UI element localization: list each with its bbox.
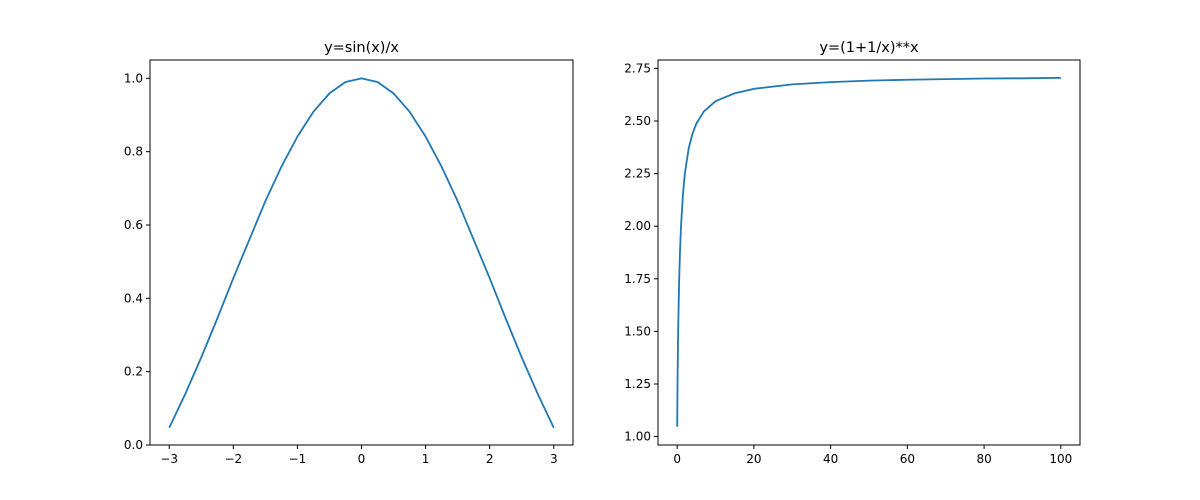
y-tick-label: 1.00	[624, 430, 651, 444]
x-tick-label: 40	[823, 452, 838, 466]
y-tick-label: 2.25	[624, 167, 651, 181]
x-tick-label: 0	[673, 452, 681, 466]
plot-area	[657, 59, 1081, 446]
x-tick-label: −1	[289, 452, 307, 466]
y-tick-label: 0.4	[124, 291, 143, 305]
x-axis: −3 −2 −1 0 1 2 3	[160, 445, 558, 466]
y-tick-label: 2.50	[624, 114, 651, 128]
x-tick-label: 2	[486, 452, 494, 466]
y-axis: 1.00 1.25 1.50 1.75 2.00 2.25 2.50 2.75	[624, 61, 658, 444]
x-tick-label: 80	[976, 452, 991, 466]
y-tick-label: 1.0	[124, 71, 143, 85]
x-tick-label: 100	[1049, 452, 1072, 466]
subplot-compound: y=(1+1/x)**x 0 20 40 60 80 100 1.001.251.501.…	[624, 40, 1081, 466]
y-tick-label: 0.2	[124, 365, 143, 379]
y-tick-label: 1.75	[624, 272, 651, 286]
x-tick-label: 3	[550, 452, 558, 466]
y-tick-label: 0.0	[124, 438, 143, 452]
y-tick-label: 1.25	[624, 377, 651, 391]
x-tick-label: −3	[160, 452, 178, 466]
x-tick-label: 60	[900, 452, 915, 466]
chart-title: y=(1+1/x)**x	[819, 40, 919, 56]
y-tick-label: 2.75	[624, 61, 651, 75]
x-tick-label: 0	[358, 452, 366, 466]
y-tick-label: 2.00	[624, 219, 651, 233]
y-tick-label: 0.6	[124, 218, 143, 232]
series-line-0	[168, 77, 555, 429]
y-axis: 0.0 0.2 0.4 0.6 0.8 1.0	[124, 71, 150, 452]
series-line-0	[676, 76, 1061, 427]
y-tick-label: 0.8	[124, 145, 143, 159]
x-axis: 0 20 40 60 80 100	[673, 445, 1072, 466]
axes-frame	[657, 59, 1081, 446]
y-tick-label: 1.50	[624, 324, 651, 338]
x-tick-label: −2	[224, 452, 242, 466]
x-tick-label: 20	[746, 452, 761, 466]
subplot-sinc: y=sin(x)/x −3 −2 −1 0 1 2 3 0.0 0.2 0.4 0.6 0.8 1.0	[124, 40, 574, 466]
x-tick-label: 1	[422, 452, 430, 466]
chart-title: y=sin(x)/x	[324, 40, 399, 56]
